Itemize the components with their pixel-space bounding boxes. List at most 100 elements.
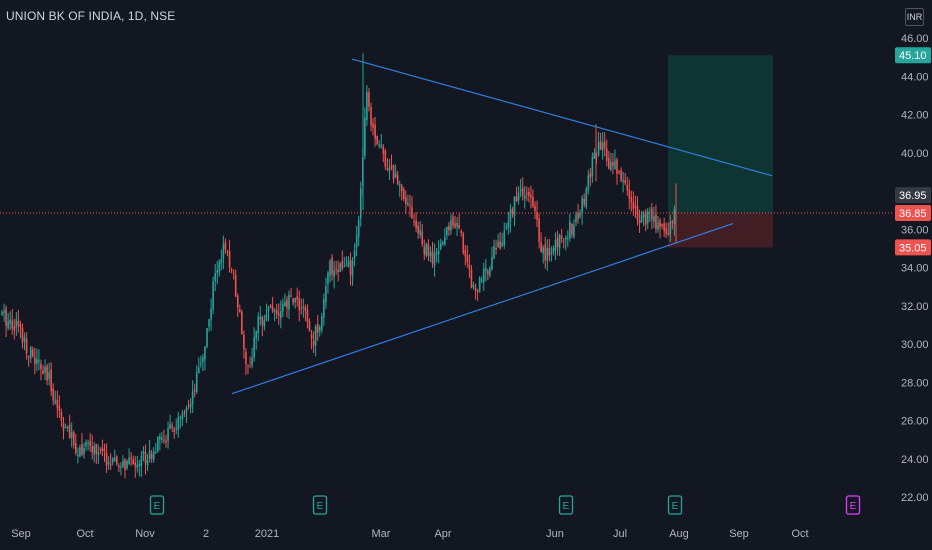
- candle-body: [546, 248, 549, 261]
- candle-body: [577, 213, 579, 220]
- candle-body: [624, 180, 626, 184]
- candle: [470, 265, 473, 289]
- target-zone[interactable]: [668, 55, 773, 213]
- x-tick-label: Oct: [791, 528, 808, 540]
- candle: [542, 245, 544, 264]
- trendline-upper[interactable]: [351, 58, 773, 177]
- candle-body: [181, 413, 184, 420]
- candle: [318, 324, 321, 337]
- candle-body: [193, 390, 196, 392]
- candle: [382, 144, 385, 163]
- candle: [34, 347, 36, 375]
- candle: [599, 132, 602, 151]
- candle: [226, 250, 229, 257]
- candle: [433, 243, 436, 277]
- candle-body: [298, 298, 301, 311]
- candle: [558, 233, 561, 257]
- candle-body: [288, 294, 290, 310]
- candle-body: [433, 253, 436, 266]
- upcoming-earnings-marker[interactable]: E: [845, 495, 861, 515]
- candle-body: [253, 337, 255, 358]
- earnings-marker[interactable]: E: [667, 495, 683, 515]
- stop-zone[interactable]: [668, 212, 773, 248]
- candle-body: [437, 250, 440, 254]
- candle-body: [208, 319, 210, 327]
- price-label-text: 36.95: [899, 190, 927, 202]
- candle: [64, 423, 67, 429]
- candle: [321, 312, 323, 334]
- candle: [364, 107, 366, 160]
- candle-body: [403, 189, 405, 199]
- candle: [187, 399, 190, 410]
- candle-body: [448, 226, 450, 231]
- candle: [575, 211, 577, 227]
- candle-body: [306, 309, 309, 323]
- candle: [99, 447, 102, 455]
- candle-body: [257, 316, 260, 333]
- candle-body: [376, 135, 378, 145]
- earnings-marker[interactable]: E: [312, 495, 328, 515]
- candle-body: [23, 337, 26, 342]
- candle-body: [478, 277, 481, 292]
- candle-body: [425, 243, 428, 256]
- candle: [376, 135, 378, 146]
- candle-body: [487, 270, 489, 275]
- earnings-marker-label: E: [672, 501, 679, 512]
- candle: [546, 239, 549, 272]
- candle: [91, 435, 93, 460]
- trendline-lower[interactable]: [231, 222, 734, 395]
- candle-body: [89, 440, 91, 446]
- candle: [374, 116, 376, 147]
- candle-body: [9, 319, 11, 324]
- earnings-marker-label: E: [850, 501, 857, 512]
- candle: [31, 346, 34, 358]
- candle: [485, 258, 487, 282]
- candle: [446, 226, 448, 240]
- candle: [571, 222, 573, 239]
- earnings-marker-frame: [558, 495, 574, 515]
- candle-body: [612, 161, 614, 167]
- candle-body: [628, 189, 631, 199]
- y-tick-label: 40.00: [901, 148, 929, 160]
- candle: [616, 157, 618, 185]
- candle: [261, 315, 264, 337]
- candle-body: [95, 444, 98, 454]
- currency-button[interactable]: INR: [905, 8, 924, 26]
- candle-body: [109, 463, 112, 466]
- candle-body: [5, 308, 7, 326]
- earnings-marker[interactable]: E: [558, 495, 574, 515]
- candle-body: [550, 253, 553, 255]
- candle-body: [282, 303, 284, 312]
- candle-body: [212, 281, 214, 310]
- candle-body: [321, 316, 323, 330]
- candle: [21, 323, 24, 349]
- price-label-bg: [895, 239, 931, 256]
- candle: [501, 232, 503, 248]
- candle-body: [85, 442, 87, 447]
- x-tick-label: Apr: [434, 528, 451, 540]
- candle: [130, 452, 132, 466]
- candle-body: [388, 167, 391, 172]
- candle: [9, 311, 11, 330]
- candle-body: [446, 226, 448, 236]
- candle: [72, 430, 75, 449]
- candle-body: [148, 451, 151, 460]
- candle-body: [407, 202, 409, 205]
- candle-body: [218, 261, 221, 273]
- candle: [308, 318, 311, 332]
- candle: [140, 450, 143, 477]
- candle-body: [91, 446, 93, 453]
- candle-body: [536, 211, 538, 221]
- candle-body: [665, 228, 667, 235]
- candle-body: [263, 320, 266, 328]
- candle: [667, 222, 670, 236]
- candle: [157, 436, 159, 453]
- candle-body: [284, 302, 286, 307]
- earnings-marker[interactable]: E: [149, 495, 165, 515]
- candle: [569, 213, 571, 242]
- candle-body: [251, 357, 253, 366]
- candle-body: [581, 197, 583, 214]
- candle-body: [175, 428, 178, 430]
- candle-body: [673, 209, 676, 225]
